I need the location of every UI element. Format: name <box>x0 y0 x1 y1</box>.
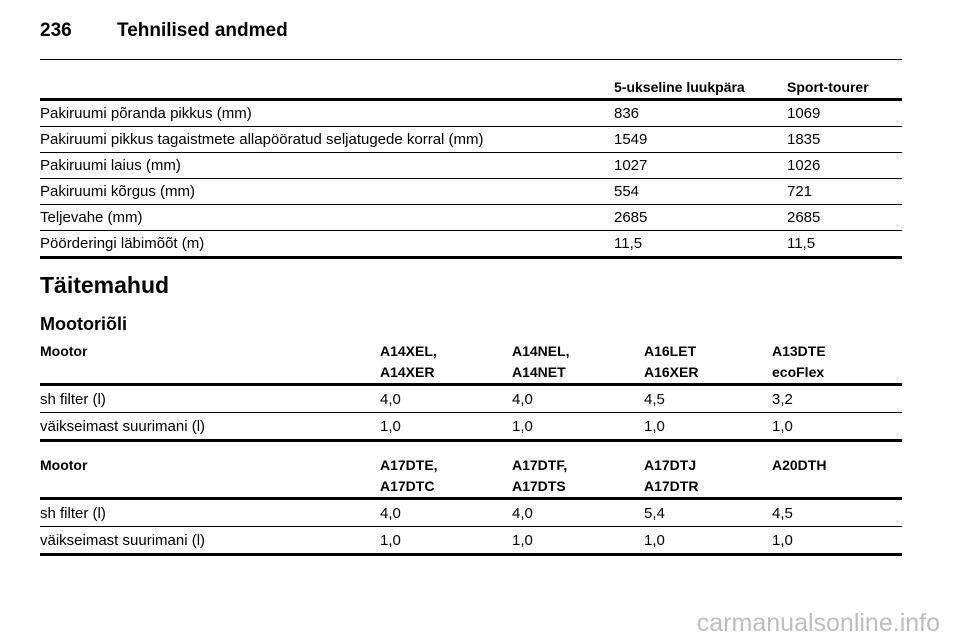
watermark-text: carmanualsonline.info <box>696 609 940 637</box>
table-row: Teljevahe (mm) 2685 2685 <box>40 204 902 231</box>
table-header-row: 5-ukseline luukpära Sport-tourer <box>40 79 902 101</box>
table-header-row: Mootor A17DTE, A17DTC A17DTF, A17DTS A17DT… <box>40 455 902 500</box>
row-label: sh filter (l) <box>40 498 380 527</box>
column-header: 5-ukseline luukpära <box>614 79 787 101</box>
table-cell: 1835 <box>787 126 902 153</box>
engine-code: A14NEL, <box>512 343 570 359</box>
table-cell: 1069 <box>787 99 902 127</box>
table-cell: 5,4 <box>644 498 772 527</box>
engine-code: A17DTE, <box>380 457 438 473</box>
table-cell: 4,0 <box>512 384 644 413</box>
table-cell: 1,0 <box>380 412 512 442</box>
engine-oil-table-1: Mootor A14XEL, A14XER A14NEL, A14NET A16LE… <box>40 341 902 442</box>
table-cell: 1549 <box>614 126 787 153</box>
table-cell: 1,0 <box>512 526 644 556</box>
table-cell: 4,0 <box>512 498 644 527</box>
engine-code: A14XEL, <box>380 343 437 359</box>
table-row: Pakiruumi kõrgus (mm) 554 721 <box>40 178 902 205</box>
table-cell: 836 <box>614 99 787 127</box>
engine-code: A17DTR <box>644 478 699 494</box>
engine-code: A13DTE <box>772 343 826 359</box>
table-row: sh filter (l) 4,0 4,0 5,4 4,5 <box>40 498 902 527</box>
engine-code: A20DTH <box>772 457 827 473</box>
engine-header: A17DTF, A17DTS <box>512 455 644 500</box>
column-header: Mootor <box>40 341 380 386</box>
subsection-title: Mootoriõli <box>40 314 127 334</box>
table-cell: 4,5 <box>644 384 772 413</box>
engine-header: A13DTE ecoFlex <box>772 341 902 386</box>
table-row: sh filter (l) 4,0 4,0 4,5 3,2 <box>40 384 902 413</box>
row-label: Teljevahe (mm) <box>40 204 614 231</box>
table-cell: 1,0 <box>512 412 644 442</box>
engine-code: A17DTJ <box>644 457 697 473</box>
row-label: Pakiruumi laius (mm) <box>40 152 614 179</box>
engine-code: A17DTS <box>512 478 566 494</box>
engine-header: A17DTE, A17DTC <box>380 455 512 500</box>
table-cell: 11,5 <box>614 230 787 259</box>
engine-header: A20DTH <box>772 455 902 500</box>
engine-code: A16XER <box>644 364 699 380</box>
table-cell: 721 <box>787 178 902 205</box>
table-cell: 1,0 <box>644 526 772 556</box>
table-cell: 1027 <box>614 152 787 179</box>
table-cell: 11,5 <box>787 230 902 259</box>
engine-code: A14XER <box>380 364 435 380</box>
table-cell: 554 <box>614 178 787 205</box>
engine-oil-table-2: Mootor A17DTE, A17DTC A17DTF, A17DTS A17DT… <box>40 455 902 556</box>
table-cell: 1,0 <box>644 412 772 442</box>
table-cell: 4,5 <box>772 498 902 527</box>
row-label: Pöörderingi läbimõõt (m) <box>40 230 614 259</box>
table-row: väikseimast suurimani (l) 1,0 1,0 1,0 1,… <box>40 526 902 556</box>
engine-header: A16LET A16XER <box>644 341 772 386</box>
column-header <box>40 79 614 101</box>
row-label: väikseimast suurimani (l) <box>40 526 380 556</box>
table-row: väikseimast suurimani (l) 1,0 1,0 1,0 1,… <box>40 412 902 442</box>
header-divider <box>40 59 902 60</box>
row-label: Pakiruumi põranda pikkus (mm) <box>40 99 614 127</box>
section-title: Täitemahud <box>40 272 170 298</box>
engine-code: A14NET <box>512 364 566 380</box>
column-header: Mootor <box>40 455 380 500</box>
row-label: sh filter (l) <box>40 384 380 413</box>
table-row: Pakiruumi põranda pikkus (mm) 836 1069 <box>40 99 902 127</box>
table-cell: 2685 <box>787 204 902 231</box>
table-cell: 4,0 <box>380 384 512 413</box>
engine-header: A14XEL, A14XER <box>380 341 512 386</box>
table-header-row: Mootor A14XEL, A14XER A14NEL, A14NET A16LE… <box>40 341 902 386</box>
table-cell: 3,2 <box>772 384 902 413</box>
page-title: Tehnilised andmed <box>117 20 288 41</box>
table-row: Pöörderingi läbimõõt (m) 11,5 11,5 <box>40 230 902 259</box>
table-cell: 1,0 <box>772 412 902 442</box>
table-row: Pakiruumi pikkus tagaistmete allapööratu… <box>40 126 902 153</box>
dimensions-table: 5-ukseline luukpära Sport-tourer Pakiruu… <box>40 79 902 259</box>
table-cell: 1,0 <box>380 526 512 556</box>
engine-code: A17DTC <box>380 478 435 494</box>
table-cell: 1026 <box>787 152 902 179</box>
table-row: Pakiruumi laius (mm) 1027 1026 <box>40 152 902 179</box>
engine-code: ecoFlex <box>772 364 825 380</box>
engine-header: A14NEL, A14NET <box>512 341 644 386</box>
column-header: Sport-tourer <box>787 79 902 101</box>
table-cell: 1,0 <box>772 526 902 556</box>
page-number: 236 <box>40 20 72 41</box>
engine-header: A17DTJ A17DTR <box>644 455 772 500</box>
row-label: Pakiruumi pikkus tagaistmete allapööratu… <box>40 126 614 153</box>
row-label: väikseimast suurimani (l) <box>40 412 380 442</box>
table-cell: 4,0 <box>380 498 512 527</box>
engine-code: A17DTF, <box>512 457 568 473</box>
row-label: Pakiruumi kõrgus (mm) <box>40 178 614 205</box>
engine-code: A16LET <box>644 343 697 359</box>
table-cell: 2685 <box>614 204 787 231</box>
